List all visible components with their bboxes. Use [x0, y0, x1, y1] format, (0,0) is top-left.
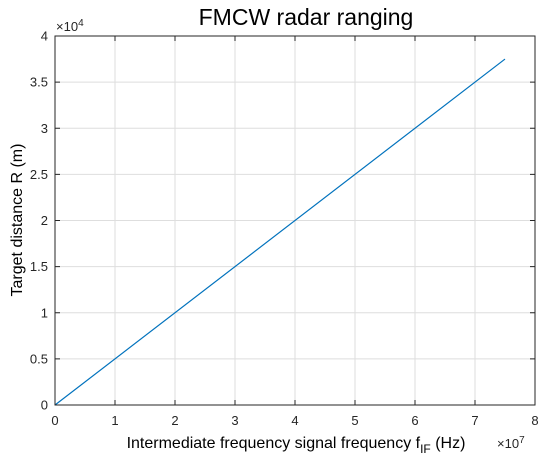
- x-axis-label-subscript: IF: [420, 442, 431, 456]
- x-multiplier-base: ×10: [497, 436, 519, 451]
- y-axis-multiplier: ×104: [56, 18, 84, 34]
- y-tick-label: 4: [41, 29, 48, 44]
- tick-marks: [54, 35, 536, 406]
- y-tick-label: 1: [41, 305, 48, 320]
- y-tick-label: 2: [41, 213, 48, 228]
- x-tick-label: 0: [51, 413, 58, 428]
- y-multiplier-exponent: 4: [78, 18, 84, 29]
- x-tick-label: 5: [351, 413, 358, 428]
- x-tick-label: 7: [471, 413, 478, 428]
- x-tick-label: 2: [171, 413, 178, 428]
- y-multiplier-base: ×10: [56, 19, 78, 34]
- x-multiplier-exponent: 7: [519, 435, 525, 446]
- y-tick-label: 1.5: [30, 259, 48, 274]
- x-tick-label: 4: [291, 413, 298, 428]
- x-tick-label: 8: [531, 413, 538, 428]
- series-layer: [54, 58, 506, 406]
- x-tick-label: 6: [411, 413, 418, 428]
- y-tick-label: 3: [41, 121, 48, 136]
- x-tick-label: 3: [231, 413, 238, 428]
- y-tick-label: 3.5: [30, 75, 48, 90]
- series-line: [54, 58, 506, 406]
- y-tick-label: 0: [41, 398, 48, 413]
- y-axis-label: Target distance R (m): [9, 144, 26, 297]
- x-axis-label: Intermediate frequency signal frequency …: [127, 435, 466, 456]
- y-tick-label: 0.5: [30, 351, 48, 366]
- y-tick-labels: 0 0.5 1 1.5 2 2.5 3 3.5 4: [30, 29, 48, 413]
- y-tick-label: 2.5: [30, 167, 48, 182]
- x-axis-label-suffix: (Hz): [431, 435, 466, 452]
- x-tick-labels: 0 1 2 3 4 5 6 7 8: [51, 413, 538, 428]
- x-axis-multiplier: ×107: [497, 435, 525, 451]
- chart-title: FMCW radar ranging: [199, 4, 414, 30]
- x-tick-label: 1: [111, 413, 118, 428]
- x-axis-label-prefix: Intermediate frequency signal frequency …: [127, 435, 421, 452]
